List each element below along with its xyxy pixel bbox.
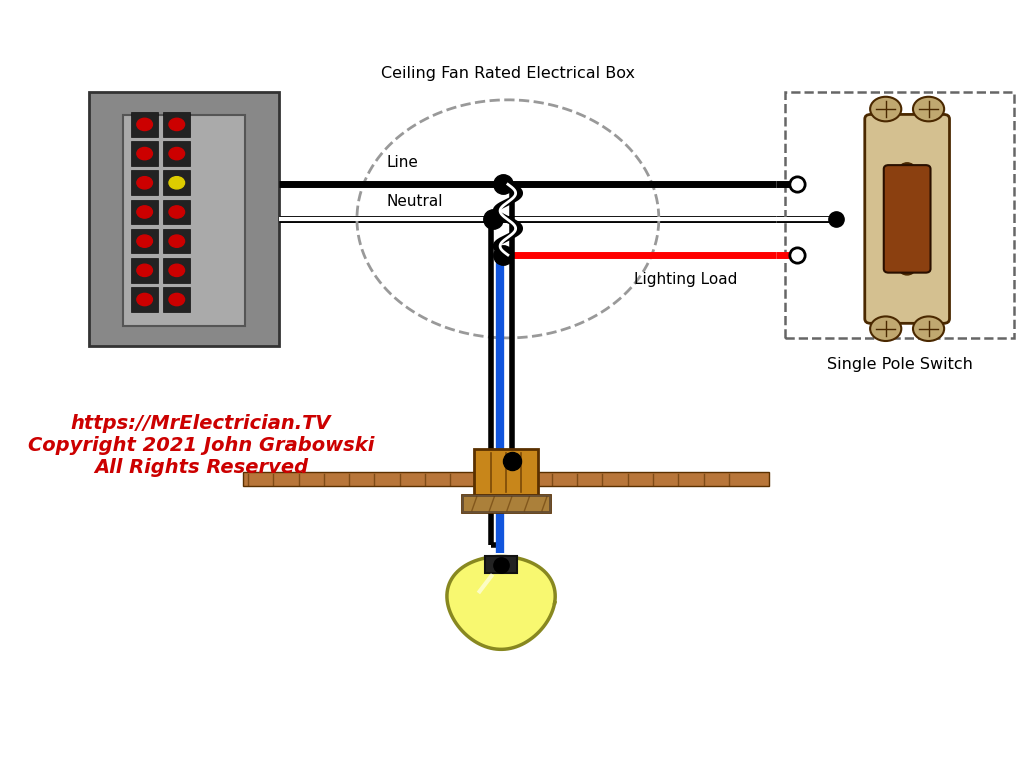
Circle shape	[899, 263, 914, 275]
Bar	[474, 449, 538, 495]
Text: Neutral: Neutral	[386, 194, 442, 209]
Bar	[123, 115, 245, 326]
Text: Single Pole Switch: Single Pole Switch	[827, 357, 973, 372]
Circle shape	[913, 316, 944, 341]
Circle shape	[169, 264, 184, 276]
Circle shape	[137, 264, 153, 276]
Bar	[163, 141, 190, 166]
Circle shape	[137, 235, 153, 247]
Polygon shape	[462, 495, 550, 512]
Circle shape	[870, 97, 901, 121]
Circle shape	[169, 177, 184, 189]
Bar	[89, 92, 279, 346]
Bar	[163, 200, 190, 224]
Polygon shape	[446, 557, 555, 649]
Bar	[243, 472, 769, 486]
Bar	[131, 258, 159, 283]
Bar	[131, 200, 159, 224]
Bar	[462, 495, 550, 512]
Bar	[131, 141, 159, 166]
Circle shape	[169, 206, 184, 218]
Circle shape	[169, 118, 184, 131]
FancyBboxPatch shape	[865, 114, 949, 323]
Circle shape	[137, 147, 153, 160]
Circle shape	[870, 316, 901, 341]
Text: Line: Line	[386, 155, 418, 170]
Text: https://MrElectrician.TV
Copyright 2021 John Grabowski
All Rights Reserved: https://MrElectrician.TV Copyright 2021 …	[28, 414, 375, 477]
Bar	[785, 92, 1014, 338]
Bar	[485, 556, 517, 573]
Circle shape	[137, 293, 153, 306]
Circle shape	[137, 118, 153, 131]
Bar	[163, 258, 190, 283]
Circle shape	[137, 177, 153, 189]
Circle shape	[169, 293, 184, 306]
Bar	[131, 287, 159, 312]
Bar	[131, 229, 159, 253]
FancyBboxPatch shape	[884, 165, 931, 273]
Circle shape	[137, 206, 153, 218]
Bar	[131, 112, 159, 137]
Circle shape	[913, 97, 944, 121]
Circle shape	[169, 147, 184, 160]
Text: Ceiling Fan Rated Electrical Box: Ceiling Fan Rated Electrical Box	[381, 65, 635, 81]
Text: Lighting Load: Lighting Load	[635, 272, 738, 287]
Bar	[163, 287, 190, 312]
Bar	[163, 229, 190, 253]
Circle shape	[899, 163, 914, 175]
Bar	[163, 170, 190, 195]
Circle shape	[169, 235, 184, 247]
Bar	[131, 170, 159, 195]
Bar	[163, 112, 190, 137]
